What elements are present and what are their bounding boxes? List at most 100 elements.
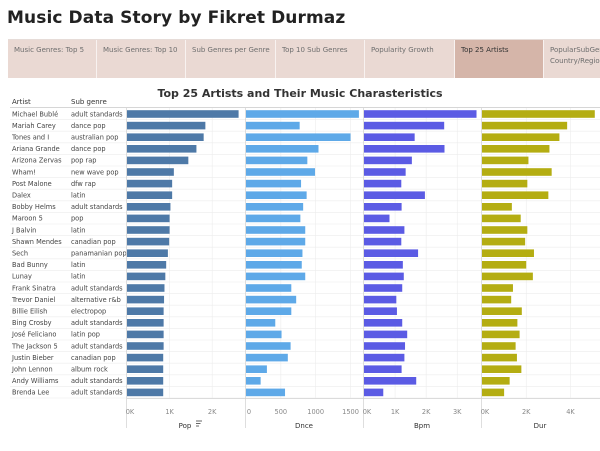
bar-dnce[interactable]: [246, 319, 276, 327]
bar-dur[interactable]: [482, 284, 513, 292]
bar-dnce[interactable]: [246, 168, 315, 176]
bar-dnce[interactable]: [246, 145, 319, 153]
bar-dnce[interactable]: [246, 121, 300, 130]
story-tab[interactable]: Top 25 Artists: [455, 40, 544, 78]
bar-bpm[interactable]: [364, 226, 405, 234]
bar-dnce[interactable]: [246, 365, 267, 373]
bar-pop[interactable]: [127, 284, 165, 292]
bar-dur[interactable]: [482, 295, 512, 304]
bar-pop[interactable]: [127, 110, 239, 118]
bar-dur[interactable]: [482, 203, 512, 211]
bar-bpm[interactable]: [364, 110, 477, 118]
bar-dur[interactable]: [482, 272, 533, 281]
bar-dur[interactable]: [482, 145, 550, 153]
bar-pop[interactable]: [127, 237, 170, 246]
bar-bpm[interactable]: [364, 214, 390, 223]
story-tab[interactable]: Top 10 Sub Genres: [276, 40, 365, 78]
bar-pop[interactable]: [127, 388, 164, 397]
bar-pop[interactable]: [127, 179, 173, 188]
sort-icon[interactable]: [196, 420, 202, 427]
story-tab[interactable]: Music Genres: Top 5: [8, 40, 97, 78]
story-tab[interactable]: Sub Genres per Genre: [186, 40, 276, 78]
bar-dur[interactable]: [482, 191, 549, 199]
bar-dur[interactable]: [482, 365, 522, 373]
bar-bpm[interactable]: [364, 365, 402, 373]
bar-bpm[interactable]: [364, 342, 406, 350]
bar-bpm[interactable]: [364, 191, 425, 199]
bar-bpm[interactable]: [364, 203, 402, 211]
bar-dnce[interactable]: [246, 272, 306, 281]
bar-dnce[interactable]: [246, 156, 308, 165]
bar-dur[interactable]: [482, 307, 522, 315]
bar-bpm[interactable]: [364, 121, 445, 130]
bar-pop[interactable]: [127, 226, 170, 234]
bar-bpm[interactable]: [364, 330, 408, 339]
bar-dnce[interactable]: [246, 237, 306, 246]
bar-bpm[interactable]: [364, 377, 417, 385]
bar-pop[interactable]: [127, 156, 189, 165]
bar-bpm[interactable]: [364, 237, 402, 246]
bar-pop[interactable]: [127, 353, 164, 362]
bar-dur[interactable]: [482, 214, 521, 223]
bar-pop[interactable]: [127, 365, 164, 373]
bar-dnce[interactable]: [246, 249, 303, 257]
bar-dnce[interactable]: [246, 295, 297, 304]
bar-pop[interactable]: [127, 214, 170, 223]
bar-dnce[interactable]: [246, 284, 292, 292]
bar-bpm[interactable]: [364, 307, 397, 315]
bar-dur[interactable]: [482, 388, 505, 397]
bar-bpm[interactable]: [364, 145, 445, 153]
bar-pop[interactable]: [127, 203, 171, 211]
bar-dnce[interactable]: [246, 191, 307, 199]
bar-pop[interactable]: [127, 307, 164, 315]
bar-dur[interactable]: [482, 377, 510, 385]
bar-bpm[interactable]: [364, 319, 403, 327]
bar-dnce[interactable]: [246, 307, 292, 315]
bar-pop[interactable]: [127, 272, 166, 281]
bar-dnce[interactable]: [246, 203, 304, 211]
bar-dur[interactable]: [482, 179, 528, 188]
bar-dur[interactable]: [482, 156, 529, 165]
bar-dnce[interactable]: [246, 353, 288, 362]
bar-pop[interactable]: [127, 261, 167, 269]
bar-dur[interactable]: [482, 237, 526, 246]
bar-dnce[interactable]: [246, 214, 301, 223]
bar-dur[interactable]: [482, 110, 595, 118]
bar-bpm[interactable]: [364, 353, 405, 362]
bar-bpm[interactable]: [364, 295, 397, 304]
bar-dnce[interactable]: [246, 342, 291, 350]
bar-dnce[interactable]: [246, 261, 302, 269]
bar-bpm[interactable]: [364, 133, 415, 141]
bar-bpm[interactable]: [364, 261, 403, 269]
bar-pop[interactable]: [127, 295, 165, 304]
story-tab[interactable]: Popularity Growth: [365, 40, 455, 78]
bar-dnce[interactable]: [246, 388, 286, 397]
bar-bpm[interactable]: [364, 272, 404, 281]
story-tab[interactable]: Music Genres: Top 10: [97, 40, 186, 78]
bar-dnce[interactable]: [246, 110, 359, 118]
bar-dnce[interactable]: [246, 377, 261, 385]
bar-dur[interactable]: [482, 353, 517, 362]
bar-dur[interactable]: [482, 168, 552, 176]
bar-dnce[interactable]: [246, 226, 306, 234]
bar-bpm[interactable]: [364, 284, 403, 292]
bar-pop[interactable]: [127, 342, 164, 350]
bar-dur[interactable]: [482, 249, 534, 257]
bar-pop[interactable]: [127, 319, 164, 327]
bar-dur[interactable]: [482, 330, 520, 339]
bar-dnce[interactable]: [246, 179, 302, 188]
bar-pop[interactable]: [127, 168, 174, 176]
bar-pop[interactable]: [127, 377, 164, 385]
bar-dur[interactable]: [482, 121, 568, 130]
bar-bpm[interactable]: [364, 168, 406, 176]
bar-bpm[interactable]: [364, 156, 412, 165]
bar-bpm[interactable]: [364, 388, 384, 397]
bar-pop[interactable]: [127, 330, 164, 339]
bar-dnce[interactable]: [246, 133, 351, 141]
bar-pop[interactable]: [127, 249, 168, 257]
bar-bpm[interactable]: [364, 179, 402, 188]
bar-dur[interactable]: [482, 226, 528, 234]
bar-pop[interactable]: [127, 133, 204, 141]
bar-dnce[interactable]: [246, 330, 282, 339]
bar-bpm[interactable]: [364, 249, 419, 257]
